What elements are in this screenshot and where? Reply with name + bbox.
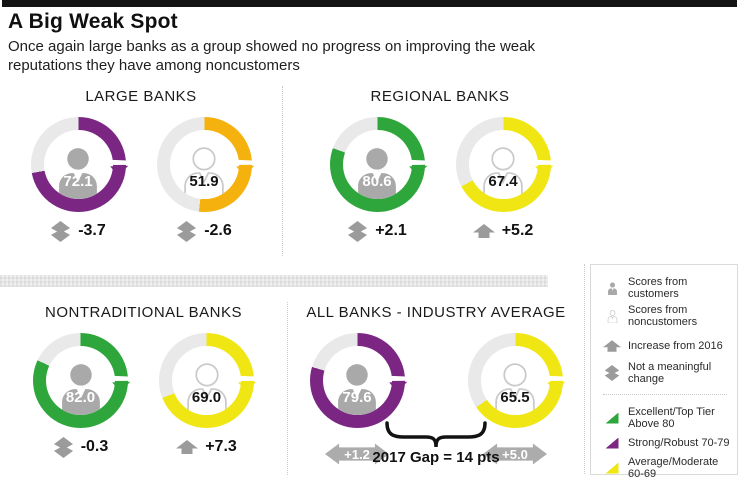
change-indicator: +7.3 +7.3 xyxy=(176,435,237,459)
score-value: 51.9 xyxy=(189,173,219,190)
section-title: NONTRADITIONAL BANKS xyxy=(45,304,242,321)
donut-chart: 72.1 xyxy=(30,117,130,212)
donut-chart: 69.0 xyxy=(159,333,259,428)
change-value: +7.3 xyxy=(205,438,237,455)
person-filled-icon xyxy=(61,364,100,415)
no-change-icon xyxy=(347,220,368,242)
person-filled-icon xyxy=(59,148,97,199)
change-indicator: -0.3 -0.3 xyxy=(53,435,109,459)
band-triangle-icon xyxy=(605,412,619,424)
change-indicator: +2.1 +2.1 xyxy=(347,219,407,243)
chart-noncustomers: 65.5 +5.0 +5.0 xyxy=(465,333,567,465)
no-change-icon xyxy=(50,220,71,242)
legend-divider xyxy=(603,394,727,395)
score-value: 69.0 xyxy=(191,389,222,406)
section-title: ALL BANKS - INDUSTRY AVERAGE xyxy=(306,304,566,321)
arc-arrow-icon xyxy=(109,373,133,393)
change-badge: +5.0 xyxy=(483,443,547,465)
person-filled-icon xyxy=(603,282,621,295)
person-outline-icon xyxy=(186,363,227,415)
arc-arrow-icon xyxy=(235,373,259,393)
score-value: 72.1 xyxy=(63,173,93,190)
band-triangle-icon xyxy=(605,437,619,449)
legend-dotted-separator xyxy=(584,264,585,474)
arc-arrow-icon xyxy=(385,373,409,393)
chart-noncustomers: 69.0 +7.3 +7.3 xyxy=(157,333,259,459)
chart-customers: 72.1 -3.7 -3.7 xyxy=(28,117,130,243)
section-all-banks: ALL BANKS - INDUSTRY AVERAGE 79.6 xyxy=(288,302,584,475)
donut-chart: 51.9 xyxy=(156,117,256,212)
arc-arrow-icon xyxy=(106,157,130,177)
section-large-banks: LARGE BANKS 72.1 xyxy=(0,86,283,256)
arc-arrow-icon xyxy=(405,157,429,177)
chart-noncustomers: 51.9 -2.6 -2.6 xyxy=(154,117,256,243)
increase-arrow-icon xyxy=(603,340,621,352)
change-value: -0.3 xyxy=(80,438,109,455)
change-indicator: +5.0 +5.0 xyxy=(483,435,547,465)
score-value: 67.4 xyxy=(488,173,518,190)
no-change-icon xyxy=(176,220,197,242)
arc-arrow-icon xyxy=(531,157,555,177)
score-value: 80.6 xyxy=(362,173,392,190)
legend-box: Scores from customers Scores from noncus… xyxy=(590,264,738,477)
legend-key-no-change: Not a meaningful change xyxy=(603,361,731,385)
no-change-icon xyxy=(603,365,621,381)
score-value: 82.0 xyxy=(65,389,96,406)
donut-chart: 65.5 xyxy=(467,333,567,428)
person-filled-icon xyxy=(358,148,396,199)
donut-chart: 80.6 xyxy=(329,117,429,212)
gap-brace xyxy=(385,421,487,448)
chart-noncustomers: 67.4 +5.2 +5.2 xyxy=(453,117,555,243)
arc-arrow-icon xyxy=(543,373,567,393)
change-value: -2.6 xyxy=(204,222,232,239)
person-outline-icon xyxy=(495,363,535,415)
legend-key-increase: Increase from 2016 xyxy=(603,340,731,352)
arc-arrow-icon xyxy=(232,157,256,177)
page-subtitle: Once again large banks as a group showed… xyxy=(8,38,535,75)
no-change-icon xyxy=(53,436,74,458)
person-filled-icon xyxy=(338,364,376,415)
donut-chart: 67.4 xyxy=(455,117,555,212)
gap-annotation: 2017 Gap = 14 pts xyxy=(372,449,500,466)
section-title: REGIONAL BANKS xyxy=(370,88,510,105)
donut-chart: 82.0 xyxy=(33,333,133,428)
donut-chart: 79.6 xyxy=(309,333,409,428)
band-triangle-icon xyxy=(605,462,619,474)
person-outline-icon xyxy=(483,147,523,199)
legend-band-strong: Strong/Robust 70-79 xyxy=(603,437,731,449)
increase-arrow-icon xyxy=(472,224,495,238)
change-value: +2.1 xyxy=(375,222,407,239)
person-outline-icon xyxy=(184,147,224,199)
change-value: -3.7 xyxy=(78,222,106,239)
legend-key-customers: Scores from customers xyxy=(603,276,731,300)
score-value: 79.6 xyxy=(342,389,372,406)
chart-customers: 79.6 +1.2 +1.2 xyxy=(307,333,409,465)
section-regional-banks: REGIONAL BANKS 80.6 xyxy=(284,86,596,256)
page-title: A Big Weak Spot xyxy=(8,10,178,33)
section-title: LARGE BANKS xyxy=(85,88,197,105)
change-indicator: +5.2 +5.2 xyxy=(472,219,534,243)
section-divider xyxy=(0,275,548,287)
chart-customers: 80.6 +2.1 +2.1 xyxy=(327,117,429,243)
increase-arrow-icon xyxy=(176,440,199,454)
score-value: 65.5 xyxy=(500,389,530,406)
legend-band-average: Average/Moderate 60-69 xyxy=(603,456,731,477)
top-black-bar xyxy=(2,0,737,7)
change-indicator: -3.7 -3.7 xyxy=(50,219,106,243)
legend-band-excellent: Excellent/Top Tier Above 80 xyxy=(603,406,731,430)
legend-key-noncustomers: Scores from noncustomers xyxy=(603,304,731,328)
change-badge: +1.2 xyxy=(325,443,389,465)
person-outline-icon xyxy=(603,309,621,323)
change-indicator: +1.2 +1.2 xyxy=(325,435,389,465)
change-value: +5.2 xyxy=(501,222,534,239)
section-nontraditional-banks: NONTRADITIONAL BANKS 82.0 xyxy=(0,302,288,475)
change-indicator: -2.6 -2.6 xyxy=(176,219,232,243)
chart-customers: 82.0 -0.3 -0.3 xyxy=(31,333,133,459)
